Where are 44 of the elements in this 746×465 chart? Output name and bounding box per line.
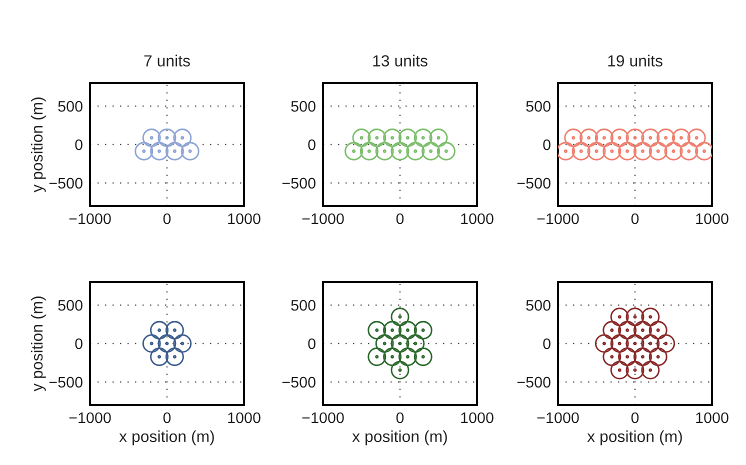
- y-tick-label: −500: [517, 376, 550, 388]
- y-axis-title: y position (m): [30, 98, 46, 192]
- y-tick-label: 500: [526, 300, 550, 311]
- y-tick-label: 0: [543, 338, 550, 350]
- x-tick-label: 0: [163, 213, 171, 224]
- x-tick-label: 0: [396, 412, 404, 424]
- y-tick-label: 0: [308, 338, 316, 350]
- y-tick-label: 500: [58, 100, 82, 112]
- y-tick-label: 0: [75, 139, 82, 150]
- y-tick-label: 500: [58, 300, 82, 311]
- y-tick-label: 0: [308, 139, 316, 150]
- x-tick-label: −1000: [302, 412, 344, 424]
- y-axis-title: y position (m): [30, 296, 46, 392]
- y-tick-label: 500: [526, 100, 550, 112]
- x-tick-label: 1000: [228, 213, 260, 224]
- x-tick-label: 1000: [461, 213, 494, 224]
- chart-title: 13 units: [373, 54, 428, 66]
- x-tick-label: −1000: [69, 412, 111, 424]
- x-axis-title: x position (m): [587, 430, 682, 446]
- y-tick-label: −500: [517, 178, 550, 189]
- y-tick-label: −500: [49, 376, 82, 388]
- chart-title: 7 units: [144, 54, 190, 66]
- x-tick-label: 1000: [228, 412, 260, 424]
- x-tick-label: 0: [631, 412, 639, 424]
- chart-title: 19 units: [608, 54, 662, 66]
- y-tick-label: 0: [543, 139, 550, 150]
- x-tick-label: 0: [631, 213, 639, 224]
- x-tick-label: 0: [396, 213, 404, 224]
- x-tick-label: 1000: [461, 412, 494, 424]
- y-tick-label: 500: [291, 100, 316, 112]
- x-tick-label: −1000: [537, 213, 579, 224]
- x-tick-label: −1000: [69, 213, 111, 224]
- x-tick-label: −1000: [302, 213, 344, 224]
- x-tick-label: 0: [163, 412, 171, 424]
- x-tick-label: −1000: [537, 412, 579, 424]
- x-axis-title: x position (m): [119, 430, 214, 446]
- x-axis-title: x position (m): [352, 430, 447, 446]
- y-tick-label: 500: [291, 300, 316, 311]
- y-tick-label: −500: [282, 178, 316, 189]
- y-tick-label: −500: [49, 178, 82, 189]
- x-tick-label: 1000: [696, 412, 728, 424]
- x-tick-label: 1000: [696, 213, 728, 224]
- y-tick-label: −500: [282, 376, 316, 388]
- y-tick-label: 0: [75, 338, 82, 350]
